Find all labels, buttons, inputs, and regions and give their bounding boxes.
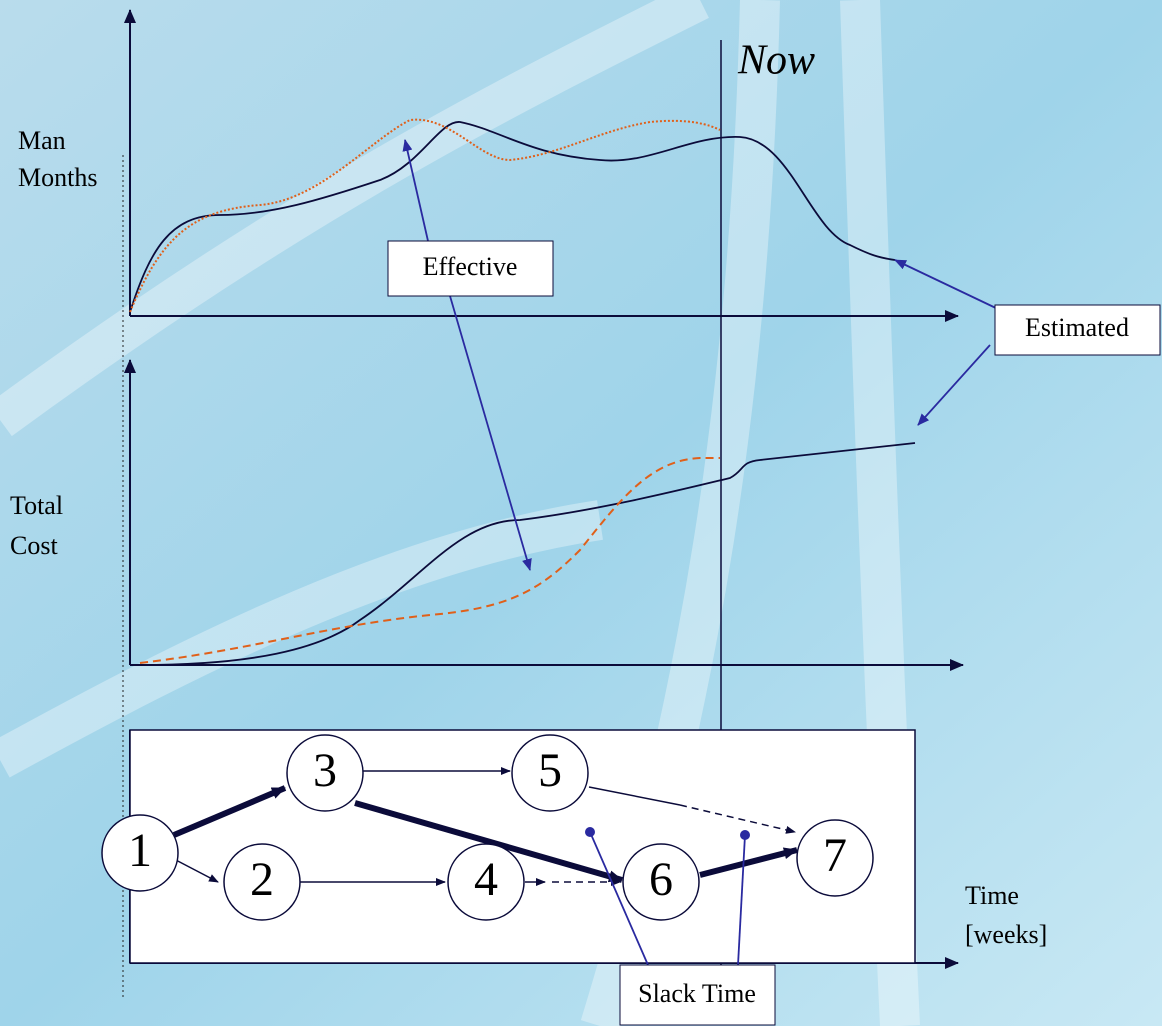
node-label: 6 [649, 853, 673, 906]
y-label: Total [10, 491, 63, 520]
x-label: [weeks] [965, 920, 1047, 949]
network-edges [171, 767, 798, 886]
callout-box [619, 964, 776, 1026]
network-nodes: 1 2 3 4 5 6 7 [101, 734, 874, 921]
callout-lines [402, 139, 1001, 966]
y-label: Man [18, 126, 66, 155]
effective-label: Effective [423, 252, 518, 281]
x-label: Time [965, 881, 1019, 910]
now-label: Now [737, 38, 815, 84]
y-label: Months [18, 163, 97, 192]
estimated-man-months [129, 121, 896, 313]
callout-box [994, 304, 1161, 356]
estimated-label: Estimated [1025, 313, 1129, 342]
node-label: 3 [313, 744, 337, 797]
y-label: Cost [10, 531, 58, 560]
slack-dot [740, 830, 750, 840]
effective-man-months [129, 118, 721, 313]
slack-time-label: Slack Time [638, 979, 756, 1008]
node-label: 1 [128, 824, 152, 877]
node-label: 5 [538, 744, 562, 797]
node-label: 7 [823, 829, 847, 882]
estimated-cost [139, 442, 916, 666]
effective-cost [139, 457, 720, 664]
node-label: 4 [474, 853, 498, 906]
callout-box [387, 240, 554, 297]
slack-dot [585, 827, 595, 837]
node-label: 2 [250, 853, 274, 906]
